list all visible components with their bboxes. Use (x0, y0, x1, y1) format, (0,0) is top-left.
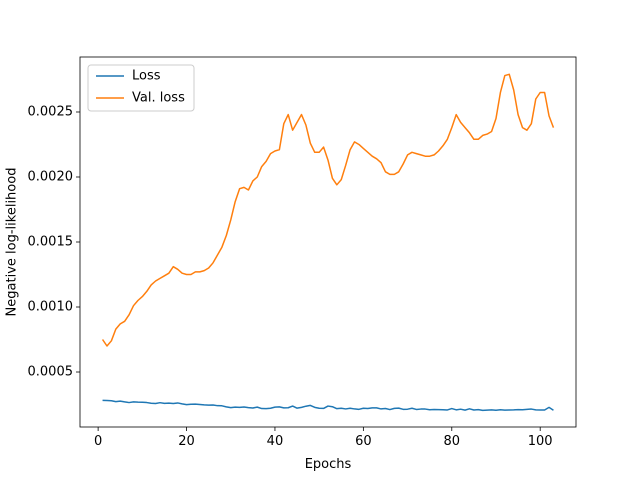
y-axis-label: Negative log-likelihood (5, 168, 20, 317)
x-tick-label: 60 (355, 434, 372, 449)
y-tick-label: 0.0025 (28, 104, 74, 119)
x-tick-label: 40 (267, 434, 284, 449)
x-tick-label: 0 (94, 434, 102, 449)
line-series (101, 73, 555, 347)
x-tick-label: 20 (178, 434, 195, 449)
plot-frame (79, 56, 577, 428)
y-tick-label: 0.0020 (28, 169, 74, 184)
y-tick-label: 0.0005 (28, 365, 74, 380)
legend-label: Loss (132, 69, 161, 84)
x-axis-label: Epochs (305, 457, 352, 472)
y-tick-label: 0.0015 (28, 235, 74, 250)
x-tick-label: 80 (444, 434, 461, 449)
y-tick-label: 0.0010 (28, 300, 74, 315)
x-tick-label: 100 (528, 434, 553, 449)
legend-label: Val. loss (132, 91, 185, 106)
line-series (102, 399, 554, 412)
